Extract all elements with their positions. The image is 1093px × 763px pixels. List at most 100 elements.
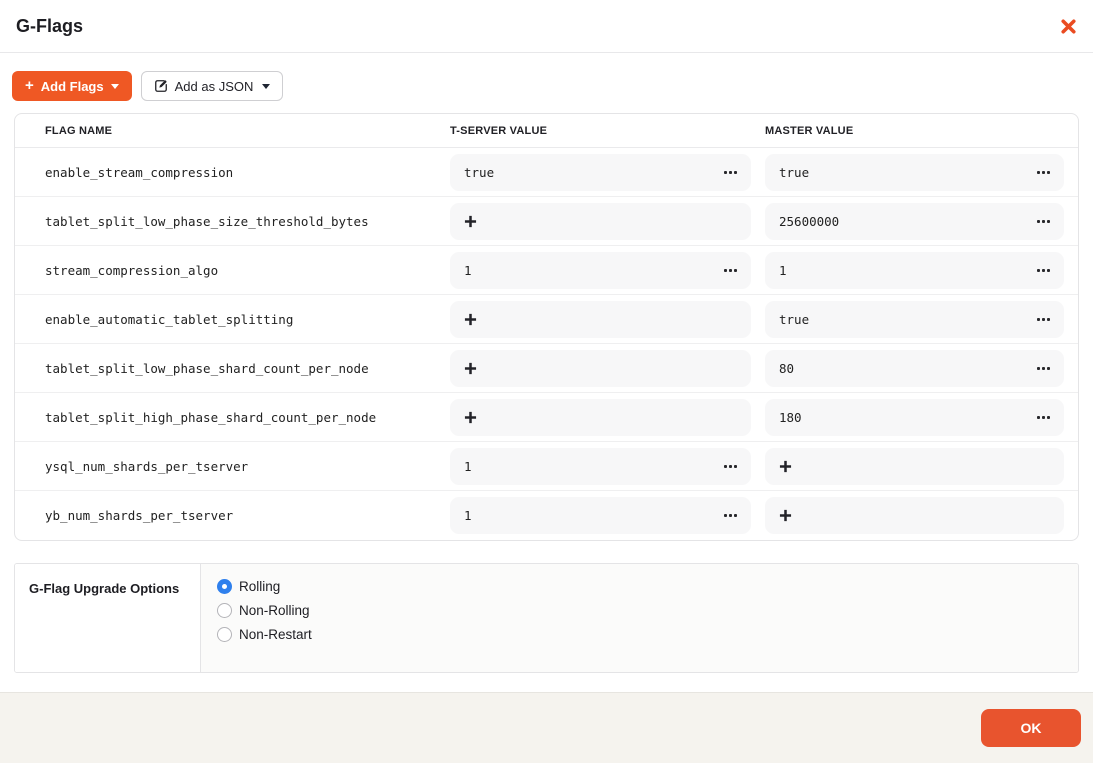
caret-down-icon xyxy=(110,84,119,89)
more-options-icon[interactable] xyxy=(716,461,737,472)
master-value-box[interactable] xyxy=(765,447,1064,485)
column-header-flag-name: FLAG NAME xyxy=(45,124,113,137)
flag-value: true xyxy=(464,164,495,180)
master-value-box: 25600000 xyxy=(765,202,1064,240)
table-row: ysql_num_shards_per_tserver 1 xyxy=(15,442,1078,491)
add-flags-label: Add Flags xyxy=(40,78,104,94)
flag-value: 180 xyxy=(779,409,802,425)
more-options-icon[interactable] xyxy=(716,265,737,276)
master-value-cell: 180 xyxy=(765,393,1078,441)
tserver-value-cell: true xyxy=(450,148,765,196)
table-header-row: FLAG NAME T-SERVER VALUE MASTER VALUE xyxy=(15,114,1078,148)
more-options-icon[interactable] xyxy=(1029,167,1050,178)
radio-option-rolling[interactable]: Rolling xyxy=(217,579,1062,594)
radio-option-label: Rolling xyxy=(239,579,281,594)
tserver-value-cell xyxy=(450,393,765,441)
modal-footer: OK xyxy=(0,692,1093,763)
more-options-icon[interactable] xyxy=(716,510,737,521)
radio-unselected-icon[interactable] xyxy=(217,627,232,642)
tserver-value-box: 1 xyxy=(450,447,751,485)
more-options-icon[interactable] xyxy=(1029,216,1050,227)
radio-option-non-rolling[interactable]: Non-Rolling xyxy=(217,603,1062,618)
upgrade-options-panel: G-Flag Upgrade Options Rolling Non-Rollin… xyxy=(14,563,1079,673)
tserver-value-cell: 1 xyxy=(450,491,765,540)
plus-icon[interactable] xyxy=(464,313,477,326)
flag-name: enable_stream_compression xyxy=(45,164,234,180)
master-value-cell xyxy=(765,491,1078,540)
radio-option-label: Non-Restart xyxy=(239,627,312,642)
modal-header: G-Flags xyxy=(0,0,1093,53)
tserver-value-box: 1 xyxy=(450,497,751,534)
table-row: yb_num_shards_per_tserver 1 xyxy=(15,491,1078,540)
flag-value: 1 xyxy=(464,458,472,474)
plus-icon[interactable] xyxy=(779,509,792,522)
flag-value: true xyxy=(779,164,810,180)
more-options-icon[interactable] xyxy=(716,167,737,178)
plus-icon[interactable] xyxy=(779,460,792,473)
add-as-json-label: Add as JSON xyxy=(174,78,254,94)
table-row: enable_stream_compression true true xyxy=(15,148,1078,197)
tserver-value-box[interactable] xyxy=(450,202,751,240)
flag-value: true xyxy=(779,311,810,327)
upgrade-options-radio-group: Rolling Non-Rolling Non-Restart xyxy=(201,564,1078,672)
column-header-master-value: MASTER VALUE xyxy=(765,124,854,137)
tserver-value-box[interactable] xyxy=(450,398,751,436)
plus-icon[interactable] xyxy=(464,362,477,375)
table-row: tablet_split_low_phase_size_threshold_by… xyxy=(15,197,1078,246)
flag-value: 1 xyxy=(464,262,472,278)
tserver-value-cell: 1 xyxy=(450,246,765,294)
table-row: stream_compression_algo 1 1 xyxy=(15,246,1078,295)
radio-selected-icon[interactable] xyxy=(217,579,232,594)
radio-unselected-icon[interactable] xyxy=(217,603,232,618)
add-as-json-button[interactable]: Add as JSON xyxy=(140,71,284,101)
tserver-value-box: true xyxy=(450,153,751,191)
flag-name: tablet_split_high_phase_shard_count_per_… xyxy=(45,409,377,425)
master-value-cell xyxy=(765,442,1078,490)
plus-icon[interactable] xyxy=(464,215,477,228)
tserver-value-box: 1 xyxy=(450,251,751,289)
more-options-icon[interactable] xyxy=(1029,412,1050,423)
flag-name: tablet_split_low_phase_size_threshold_by… xyxy=(45,213,369,229)
master-value-box: true xyxy=(765,300,1064,338)
ok-button[interactable]: OK xyxy=(981,709,1081,747)
tserver-value-cell xyxy=(450,295,765,343)
flags-table-body: enable_stream_compression true true tablet_… xyxy=(15,148,1078,540)
add-flags-button[interactable]: + Add Flags xyxy=(12,71,132,101)
master-value-box[interactable] xyxy=(765,497,1064,534)
more-options-icon[interactable] xyxy=(1029,265,1050,276)
master-value-box: 80 xyxy=(765,349,1064,387)
table-row: tablet_split_low_phase_shard_count_per_n… xyxy=(15,344,1078,393)
master-value-box: 1 xyxy=(765,251,1064,289)
flag-name: ysql_num_shards_per_tserver xyxy=(45,458,249,474)
caret-down-icon xyxy=(262,84,271,89)
edit-icon xyxy=(154,79,168,93)
toolbar: + Add Flags Add as JSON xyxy=(0,53,1093,113)
more-options-icon[interactable] xyxy=(1029,363,1050,374)
radio-option-label: Non-Rolling xyxy=(239,603,310,618)
flag-value: 1 xyxy=(779,262,787,278)
plus-icon: + xyxy=(25,76,34,94)
flags-table: FLAG NAME T-SERVER VALUE MASTER VALUE en… xyxy=(14,113,1079,541)
tserver-value-box[interactable] xyxy=(450,300,751,338)
master-value-box: true xyxy=(765,153,1064,191)
tserver-value-cell xyxy=(450,344,765,392)
upgrade-options-label: G-Flag Upgrade Options xyxy=(15,564,201,672)
flag-value: 1 xyxy=(464,508,472,523)
plus-icon[interactable] xyxy=(464,411,477,424)
tserver-value-cell xyxy=(450,197,765,245)
flag-name: tablet_split_low_phase_shard_count_per_n… xyxy=(45,360,369,376)
column-header-tserver-value: T-SERVER VALUE xyxy=(450,124,548,137)
master-value-cell: 80 xyxy=(765,344,1078,392)
modal-title: G-Flags xyxy=(16,15,84,36)
close-icon[interactable] xyxy=(1059,17,1078,36)
radio-option-non-restart[interactable]: Non-Restart xyxy=(217,627,1062,642)
master-value-cell: 1 xyxy=(765,246,1078,294)
flag-name: stream_compression_algo xyxy=(45,262,219,278)
master-value-cell: true xyxy=(765,148,1078,196)
table-row: enable_automatic_tablet_splitting true xyxy=(15,295,1078,344)
tserver-value-box[interactable] xyxy=(450,349,751,387)
flag-name: enable_automatic_tablet_splitting xyxy=(45,311,294,327)
more-options-icon[interactable] xyxy=(1029,314,1050,325)
flag-value: 25600000 xyxy=(779,213,840,229)
